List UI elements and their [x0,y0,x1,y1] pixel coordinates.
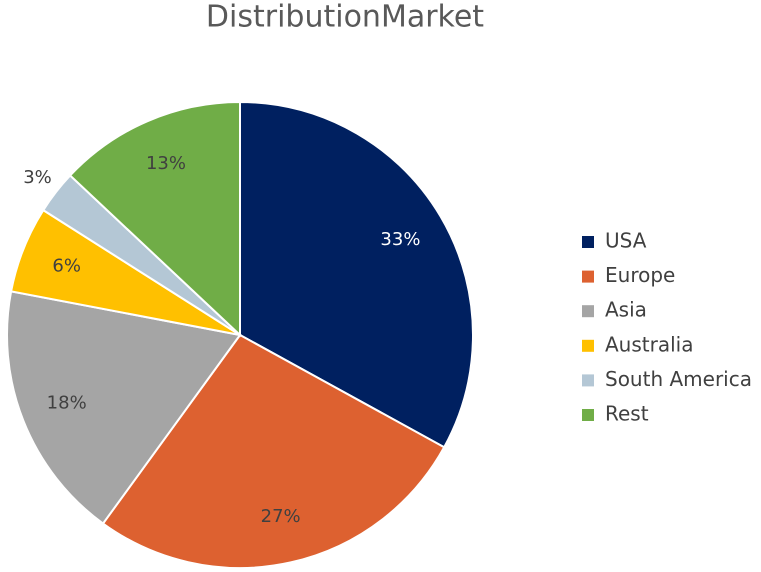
legend-label: South America [605,367,752,391]
data-label: 27% [261,506,301,527]
legend-swatch [582,236,594,248]
legend-swatch [582,270,594,283]
data-label: 6% [52,255,81,276]
legend-swatch [582,339,594,352]
legend-label: Europe [605,263,675,287]
chart-title: DistributionMarket [206,0,484,35]
legend-swatch [582,374,594,387]
pie-slice [68,100,241,338]
pie-slice [101,333,446,569]
legend-label: Rest [605,402,649,426]
legend-label: Asia [605,298,647,322]
data-label: 13% [146,153,186,174]
pie-slice [239,100,474,449]
legend-label: Australia [605,332,693,356]
pie-slice [6,290,242,525]
data-label: 33% [380,229,420,250]
data-label: 18% [47,393,87,414]
data-label: 3% [23,167,52,188]
legend-swatch [582,305,594,318]
legend-swatch [582,409,594,421]
legend-label: USA [605,229,647,253]
